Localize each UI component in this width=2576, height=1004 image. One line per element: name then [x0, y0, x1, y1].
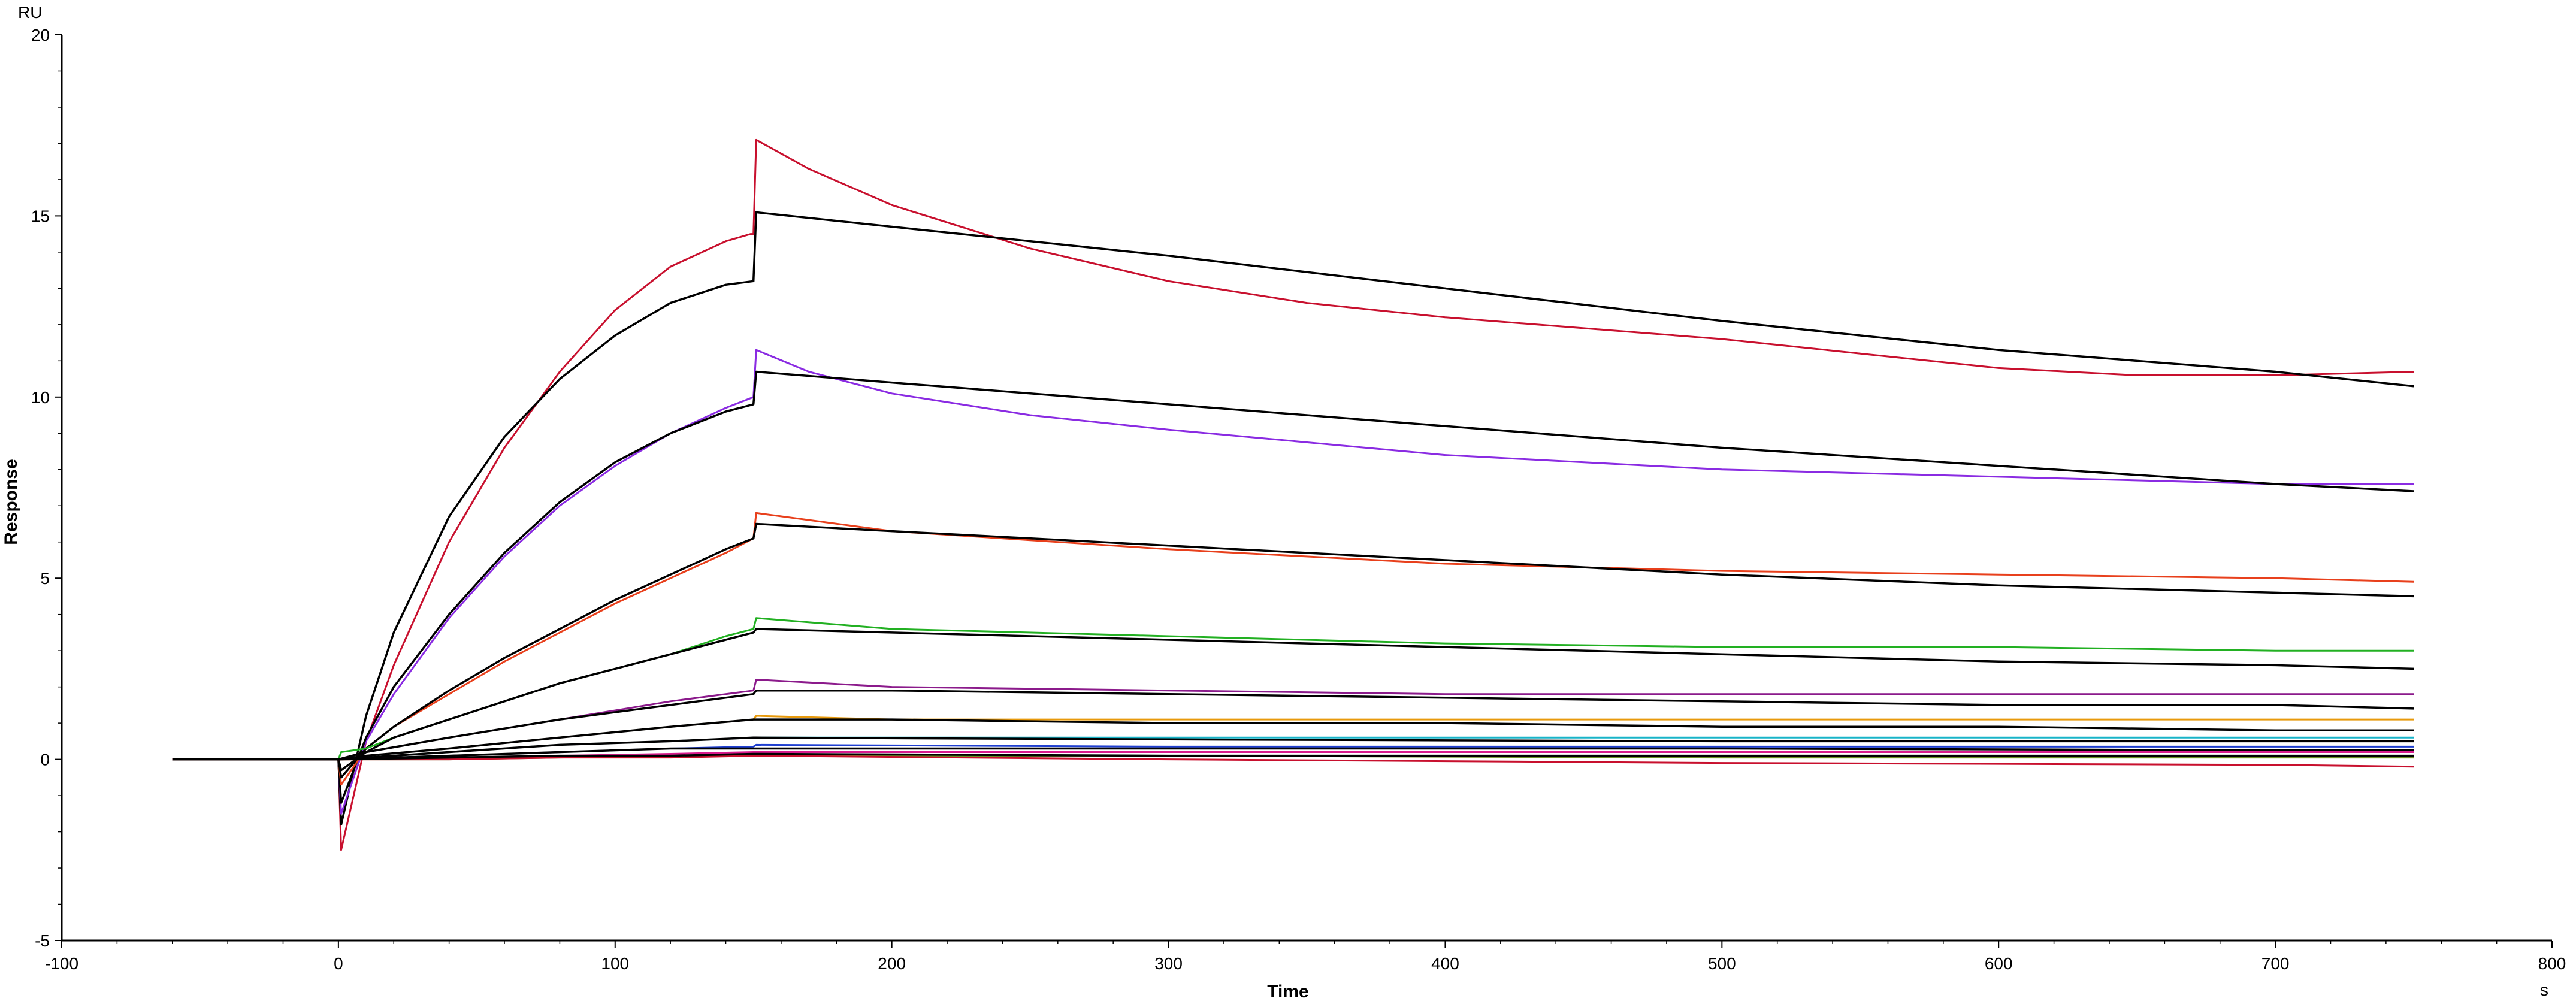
fit-curve-9: [172, 689, 2414, 761]
fit-curve-11: [172, 718, 2414, 761]
x-tick-label: -100: [45, 954, 78, 973]
y-tick-label: 15: [31, 207, 50, 225]
y-axis-title: Response: [1, 459, 21, 545]
x-tick-label: 400: [1431, 954, 1459, 973]
sensorgram-curve-6: [172, 617, 2414, 761]
y-tick-label: 10: [31, 388, 50, 407]
fit-curve-13: [172, 736, 2414, 761]
fit-curve-3: [172, 370, 2414, 804]
axis-ticks: -100 0 100 200 300 400 500 600 700 800 -5 0 5 10 15 20: [31, 26, 2566, 973]
axis-labels: RU s Time Response: [1, 3, 2548, 1002]
x-tick-label: 500: [1708, 954, 1736, 973]
x-tick-label: 700: [2261, 954, 2290, 973]
x-tick-label: 100: [601, 954, 629, 973]
x-tick-label: 800: [2538, 954, 2566, 973]
x-tick-label: 600: [1985, 954, 2013, 973]
x-tick-label: 300: [1154, 954, 1183, 973]
sensorgram-curve-0: [172, 138, 2414, 851]
fit-curve-15: [172, 747, 2414, 761]
y-tick-label: 0: [40, 751, 50, 769]
sensorgram-curve-2: [172, 349, 2414, 815]
y-tick-label: 5: [40, 569, 50, 588]
x-tick-label: 200: [878, 954, 906, 973]
x-axis-title: Time: [1267, 982, 1308, 1001]
fit-curve-1: [172, 211, 2414, 826]
x-tick-label: 0: [334, 954, 343, 973]
series-lines: [172, 138, 2414, 851]
fit-curve-5: [172, 522, 2414, 779]
fit-curve-7: [172, 628, 2414, 772]
axes: [61, 35, 2552, 942]
fit-curve-19: [172, 752, 2414, 761]
x-unit-label: s: [2540, 981, 2548, 999]
sensorgram-curve-18: [172, 755, 2414, 768]
y-tick-label: 20: [31, 26, 50, 44]
y-tick-label: -5: [35, 932, 50, 950]
y-unit-label: RU: [18, 3, 42, 22]
